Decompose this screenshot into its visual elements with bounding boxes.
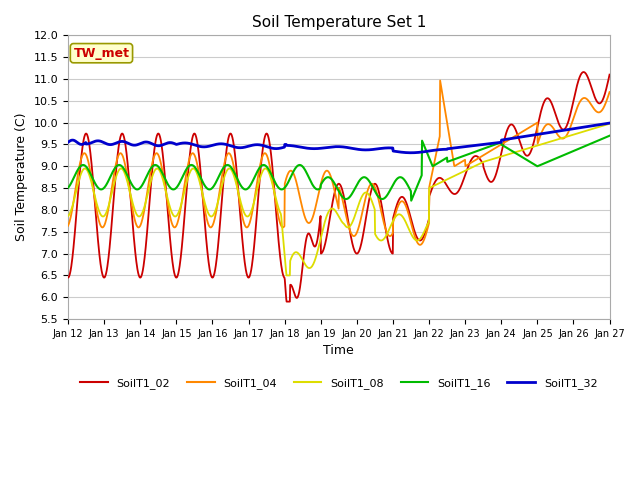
Title: Soil Temperature Set 1: Soil Temperature Set 1 — [252, 15, 426, 30]
Text: TW_met: TW_met — [74, 47, 129, 60]
Legend: SoilT1_02, SoilT1_04, SoilT1_08, SoilT1_16, SoilT1_32: SoilT1_02, SoilT1_04, SoilT1_08, SoilT1_… — [76, 373, 602, 393]
Y-axis label: Soil Temperature (C): Soil Temperature (C) — [15, 113, 28, 241]
X-axis label: Time: Time — [323, 344, 354, 357]
